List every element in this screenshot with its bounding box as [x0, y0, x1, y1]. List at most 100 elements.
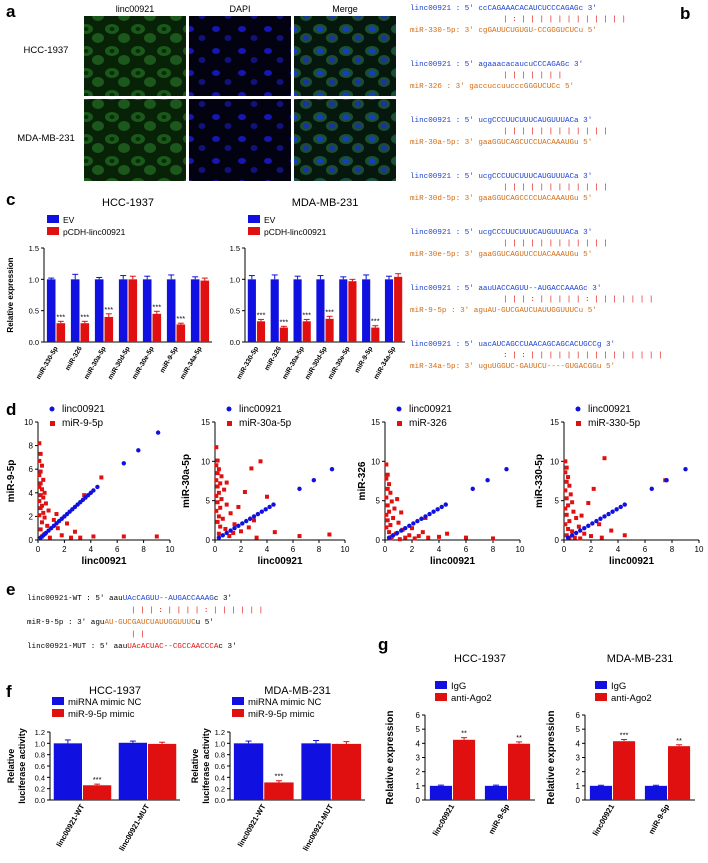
- bar-miR-9-5p mimic-linc00921-WT: [264, 782, 294, 800]
- point-miR-330-5p: [599, 535, 604, 540]
- alignment-bonds-1: | | | | | | |: [503, 72, 562, 80]
- point-miR-330-5p: [564, 512, 569, 517]
- legend-swatch-0: [52, 697, 64, 705]
- bar-miRNA mimic NC-linc00921-WT: [233, 743, 264, 800]
- point-miR-9-5p: [41, 510, 46, 515]
- point-linc00921: [224, 530, 229, 536]
- image-mda-linc: [84, 99, 186, 181]
- bar-pCDH-linc00921-miR-330-5p: [256, 321, 266, 342]
- category-label: miR-9-5p: [647, 802, 672, 836]
- point-linc00921: [311, 478, 316, 483]
- y-axis-label: miR-330-5p: [534, 454, 545, 508]
- point-miR-9-5p: [51, 517, 56, 522]
- bar-pCDH-linc00921-miR-9-5p: [176, 324, 186, 342]
- bar-EV-miR-30e-5p: [142, 279, 152, 342]
- chart-c-hcc1937: HCC-1937 EV pCDH-linc00921 0.0 0.5 1.0 1.5 Rela…: [6, 197, 212, 381]
- bar-IgG-miR-9-5p: [484, 785, 507, 800]
- point-miR-30a-5p: [231, 530, 236, 535]
- legend-label-1: miR-9-5p mimic: [248, 709, 315, 720]
- legend-swatch-0: [435, 681, 447, 689]
- bar-pCDH-linc00921-miR-30e-5p: [348, 281, 357, 342]
- bar-pCDH-linc00921-miR-30e-5p: [152, 313, 162, 342]
- y-tick-label: 5: [376, 497, 381, 506]
- point-miR-30a-5p: [222, 487, 227, 492]
- point-linc00921: [485, 478, 490, 483]
- y-tick-label: 15: [550, 418, 559, 427]
- alignment-top-3: linc00921 : 5' ucgCCCUUCUUUCAUGUUUACa 3': [410, 173, 592, 181]
- bar-pCDH-linc00921-miR-330-5p: [56, 323, 66, 342]
- point-linc00921: [664, 478, 669, 483]
- point-miR-30a-5p: [242, 490, 247, 495]
- point-miR-330-5p: [563, 522, 568, 527]
- mut-row-seq: UAcCAGUU--AUGACCAAAG: [123, 595, 215, 603]
- significance-label: ***: [104, 305, 113, 314]
- y-axis-label: miR-30a-5p: [181, 454, 192, 508]
- point-miR-30a-5p: [327, 532, 332, 537]
- chart-title: MDA-MB-231: [292, 197, 359, 209]
- point-miR-9-5p: [39, 503, 44, 508]
- point-miR-30a-5p: [218, 505, 223, 510]
- point-miR-9-5p: [38, 481, 43, 486]
- point-miR-330-5p: [563, 506, 568, 511]
- legend-swatch-1: [248, 227, 260, 235]
- chart-c-mdamb231: MDA-MB-231EVpCDH-linc009210.00.51.01.5Re…: [230, 197, 405, 381]
- point-miR-30a-5p: [265, 494, 269, 499]
- x-axis-label: linc00921: [430, 556, 475, 567]
- legend-label-0: miRNA mimic NC: [68, 697, 141, 708]
- point-miR-9-5p: [65, 521, 70, 526]
- point-miR-30a-5p: [214, 508, 219, 513]
- point-miR-326: [399, 510, 404, 515]
- y-tick-label: 0.2: [215, 785, 225, 794]
- point-miR-330-5p: [567, 483, 572, 488]
- bar-anti-Ago2-linc00921: [613, 741, 636, 800]
- point-miR-9-5p: [38, 493, 43, 498]
- bar-EV-miR-30a-5p: [293, 279, 302, 342]
- point-linc00921: [255, 511, 261, 517]
- image-hcc-linc: [84, 16, 186, 96]
- point-miR-326: [445, 531, 450, 536]
- point-linc00921: [271, 502, 276, 507]
- col-label-linc00921: linc00921: [116, 4, 155, 14]
- legend-swatch-1: [595, 693, 607, 701]
- x-tick-label: 0: [36, 545, 41, 554]
- point-miR-30a-5p: [215, 500, 220, 505]
- point-linc00921: [470, 486, 475, 492]
- point-miR-326: [385, 472, 390, 477]
- panel-a-microscopy: linc00921 DAPI Merge HCC-1937 MDA-MB-231: [17, 4, 396, 181]
- legend-marker-1: [50, 421, 55, 426]
- point-miR-330-5p: [564, 479, 569, 484]
- point-miR-9-5p: [46, 508, 51, 513]
- mut-row-suffix: c 3': [214, 595, 232, 603]
- point-linc00921: [582, 526, 587, 531]
- y-tick-label: 1.0: [29, 275, 39, 284]
- legend-label-1: pCDH-linc00921: [63, 227, 126, 237]
- category-label: miR-34a-5p: [373, 346, 397, 381]
- y-tick-label: 0.5: [29, 307, 39, 316]
- bar-miR-9-5p mimic-linc00921-WT: [83, 785, 112, 800]
- point-miR-330-5p: [602, 456, 607, 461]
- point-miR-30a-5p: [254, 535, 259, 540]
- point-linc00921: [247, 516, 253, 521]
- point-miR-330-5p: [567, 519, 572, 524]
- x-tick-label: 10: [341, 545, 350, 554]
- point-miR-30a-5p: [224, 480, 229, 485]
- bar-EV-miR-9-5p: [362, 279, 371, 342]
- x-tick-label: 0: [562, 545, 567, 554]
- y-tick-label: 1.2: [35, 728, 45, 737]
- y-tick-label: 6: [29, 465, 34, 474]
- y-tick-label: 1.0: [230, 275, 240, 284]
- image-mda-dapi: [189, 99, 291, 181]
- point-miR-330-5p: [564, 465, 569, 470]
- point-miR-30a-5p: [214, 463, 219, 468]
- point-miR-30a-5p: [272, 530, 277, 535]
- legend-label-1: miR-330-5p: [588, 418, 641, 429]
- point-miR-330-5p: [570, 500, 575, 505]
- point-miR-330-5p: [566, 475, 571, 480]
- point-miR-9-5p: [37, 513, 42, 518]
- point-miR-9-5p: [37, 441, 42, 446]
- y-tick-label: 3: [576, 754, 581, 763]
- x-tick-label: 4: [616, 545, 621, 554]
- point-miR-30a-5p: [236, 504, 241, 509]
- category-label: miR-30e-5p: [327, 346, 351, 381]
- legend-marker-1: [397, 421, 402, 426]
